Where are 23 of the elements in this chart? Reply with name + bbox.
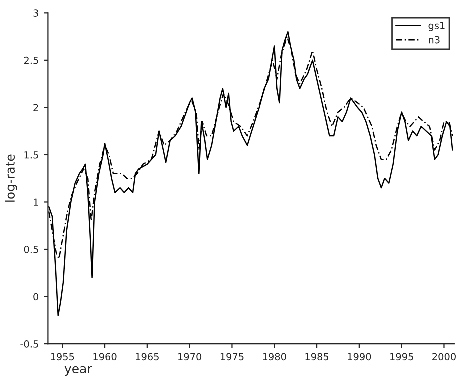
y-tick-label: 1.5 bbox=[24, 152, 38, 159]
x-tick-label: 1980 bbox=[263, 353, 286, 361]
y-tick-label: 3 bbox=[34, 10, 38, 17]
y-tick-label: 2 bbox=[34, 104, 38, 112]
x-tick-label: 1975 bbox=[220, 353, 244, 361]
legend-label: gs1 bbox=[428, 22, 445, 32]
line-series bbox=[48, 31, 454, 316]
x-tick-label: 1970 bbox=[178, 353, 202, 361]
y-tick-label: 2.5 bbox=[24, 56, 38, 64]
x-tick-label: 1990 bbox=[348, 353, 372, 361]
x-tick-label: 1960 bbox=[94, 353, 117, 361]
y-tick-label: -0.5 bbox=[20, 340, 38, 348]
y-tick-label: 1 bbox=[34, 198, 38, 206]
x-axis-title: year bbox=[64, 366, 92, 376]
x-tick-label: 1995 bbox=[390, 353, 414, 361]
legend-label: n3 bbox=[429, 36, 440, 44]
x-tick-label: 1965 bbox=[136, 353, 159, 361]
y-tick-label: 0.5 bbox=[24, 246, 38, 254]
y-axis-title: log-rate bbox=[5, 154, 18, 202]
x-tick-label: 1955 bbox=[51, 353, 74, 361]
x-tick-label: 1985 bbox=[306, 353, 329, 361]
y-tick-label: 0 bbox=[34, 293, 39, 301]
x-tick-label: 2000 bbox=[432, 353, 456, 361]
